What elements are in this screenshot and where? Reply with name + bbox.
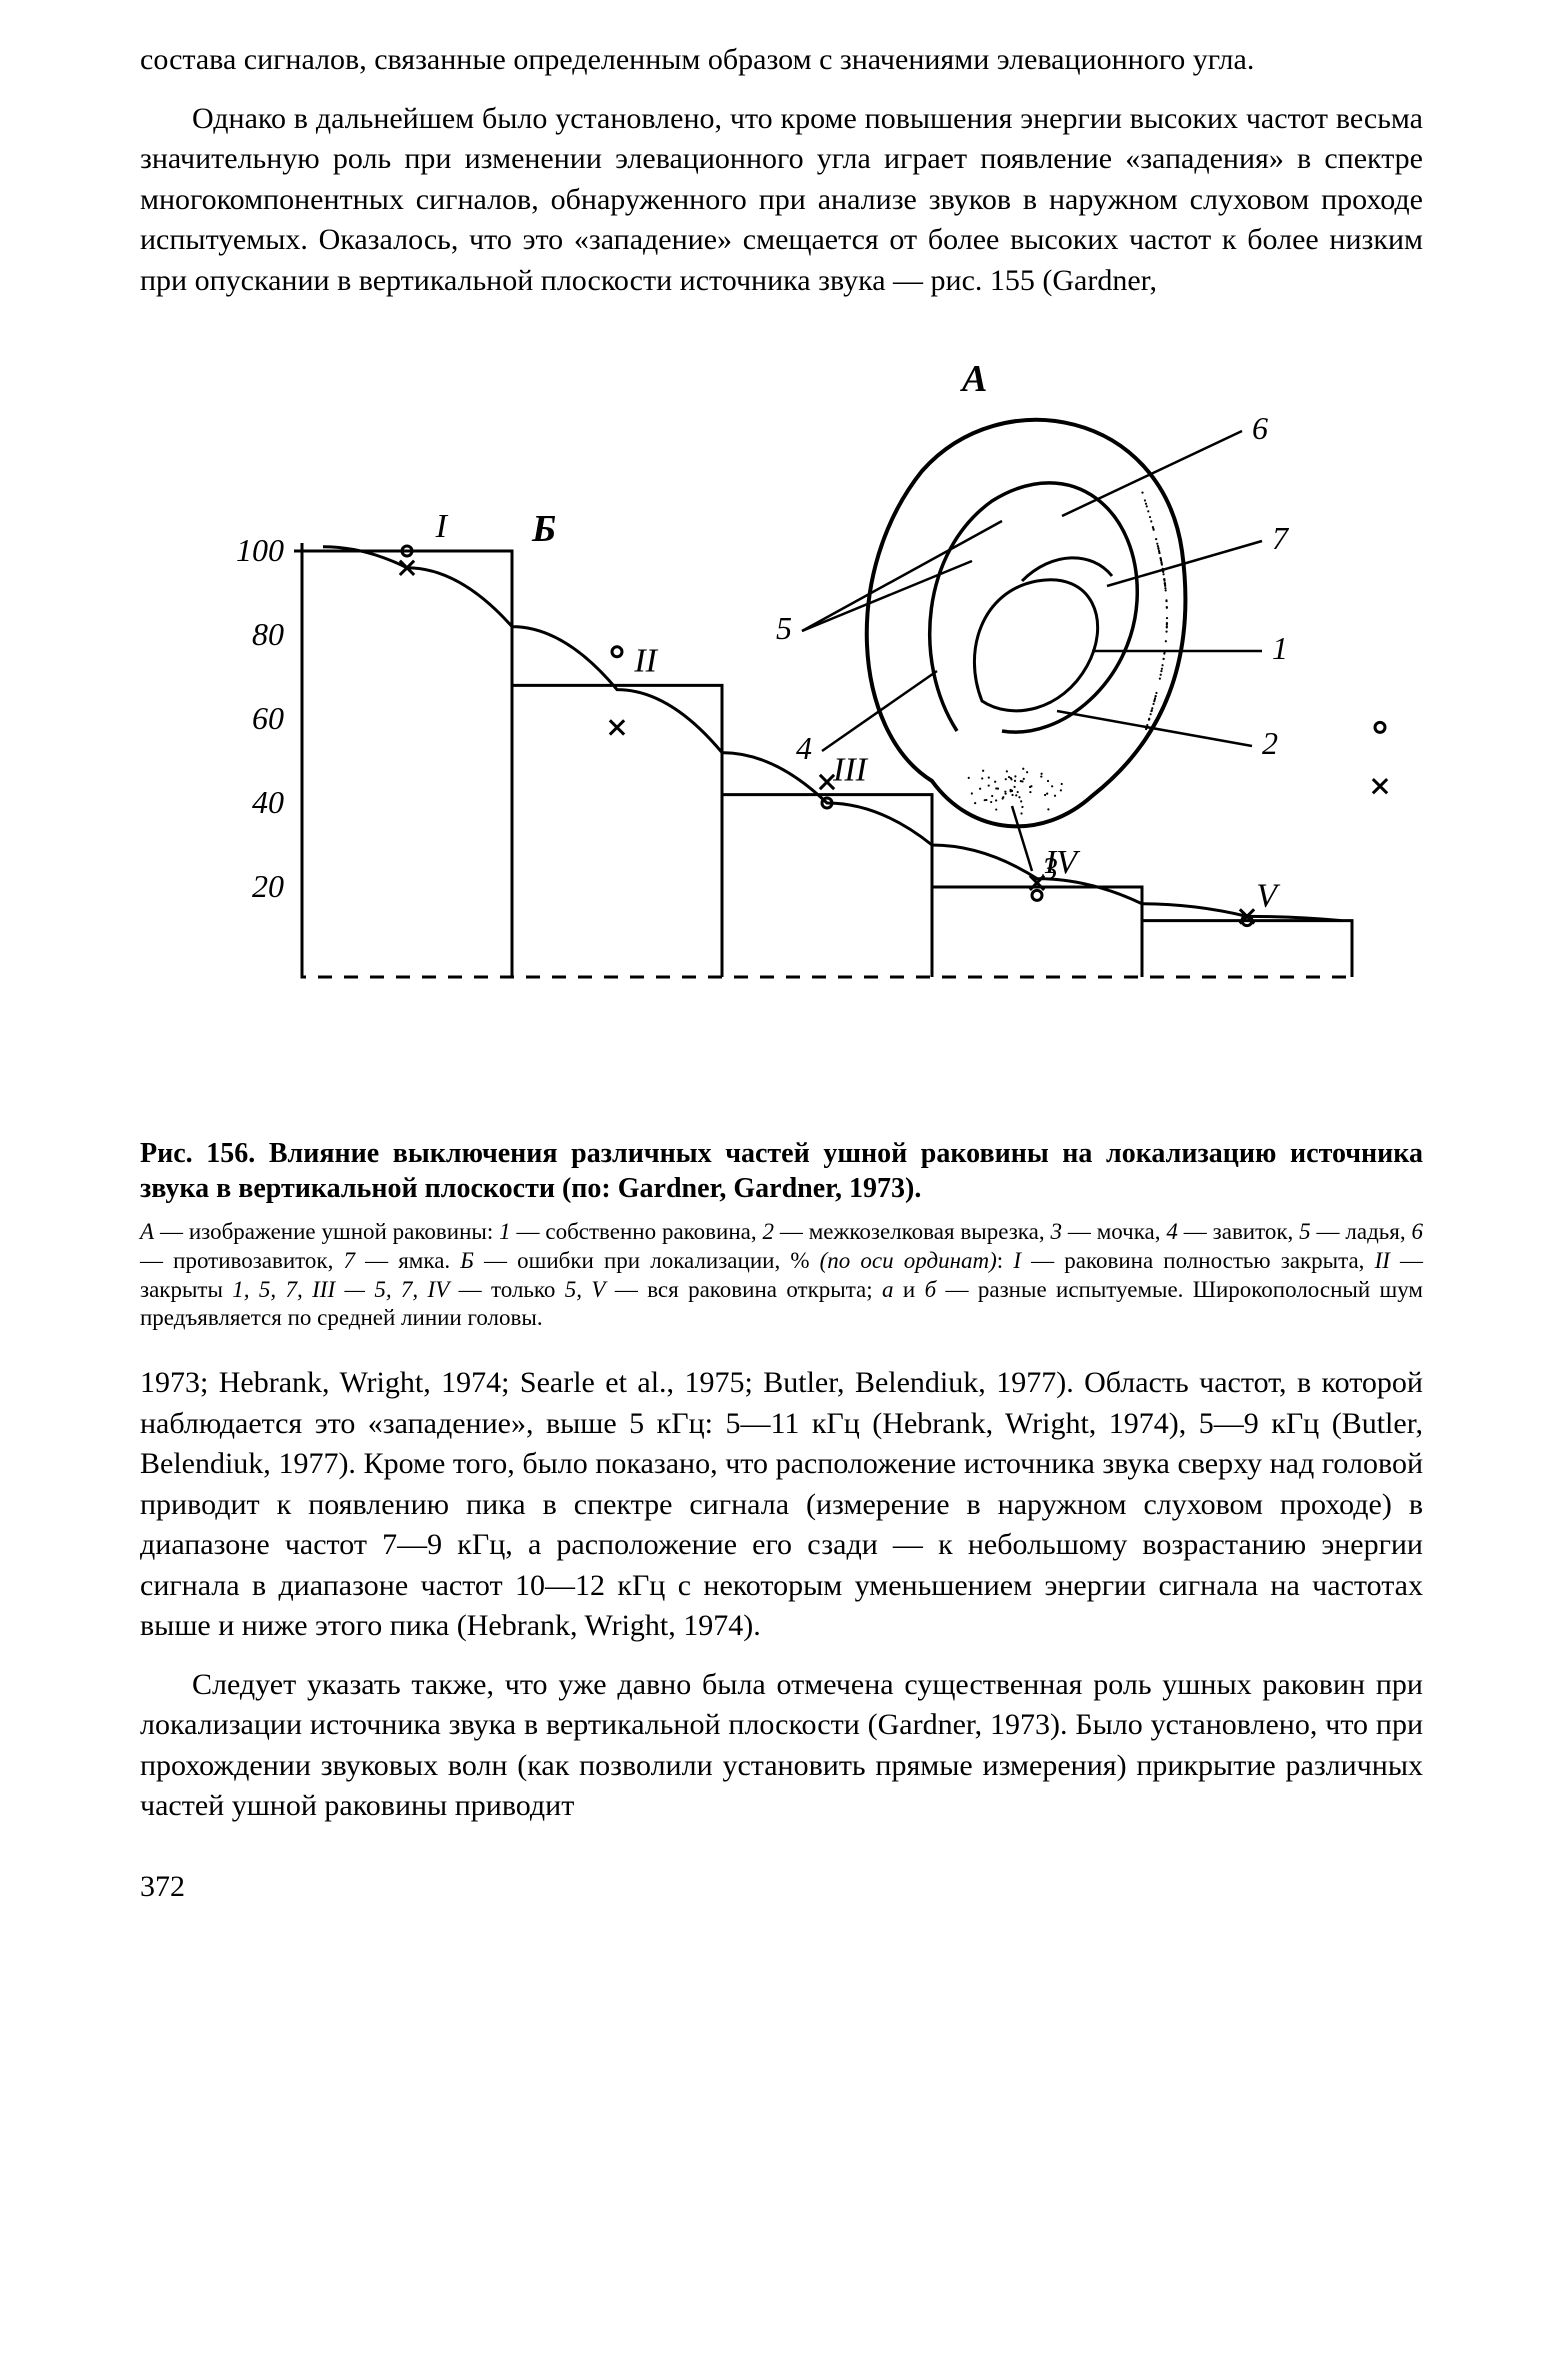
- figure-156-legend: А — изображение ушной раковины: 1 — собс…: [140, 1218, 1423, 1333]
- svg-text:I: I: [434, 508, 448, 545]
- paragraph-1: состава сигналов, связанные определенным…: [140, 40, 1423, 81]
- svg-text:2: 2: [1262, 725, 1278, 761]
- figure-156: 20406080100IIIIIIIVVБАаб6712354: [140, 331, 1423, 1111]
- page: состава сигналов, связанные определенным…: [0, 0, 1543, 1967]
- svg-text:6: 6: [1252, 410, 1268, 446]
- svg-text:1: 1: [1272, 630, 1288, 666]
- svg-text:А: А: [960, 358, 987, 400]
- svg-text:80: 80: [252, 616, 284, 652]
- figure-156-svg: 20406080100IIIIIIIVVБАаб6712354: [162, 331, 1402, 1111]
- svg-text:II: II: [633, 642, 658, 679]
- svg-text:60: 60: [252, 700, 284, 736]
- paragraph-4: Следует указать также, что уже давно был…: [140, 1665, 1423, 1827]
- figure-156-caption: Рис. 156. Влияние выключения различных ч…: [140, 1136, 1423, 1206]
- svg-text:40: 40: [252, 784, 284, 820]
- svg-text:3: 3: [1041, 850, 1058, 886]
- svg-text:4: 4: [796, 730, 812, 766]
- svg-text:Б: Б: [531, 508, 556, 550]
- svg-text:III: III: [832, 752, 869, 789]
- svg-text:7: 7: [1272, 520, 1290, 556]
- paragraph-3: 1973; Hebrank, Wright, 1974; Searle et a…: [140, 1363, 1423, 1647]
- svg-text:V: V: [1256, 878, 1281, 915]
- svg-text:5: 5: [776, 610, 792, 646]
- page-number: 372: [140, 1867, 1423, 1908]
- svg-text:20: 20: [252, 868, 284, 904]
- paragraph-2: Однако в дальнейшем было установлено, чт…: [140, 99, 1423, 302]
- svg-text:100: 100: [236, 532, 284, 568]
